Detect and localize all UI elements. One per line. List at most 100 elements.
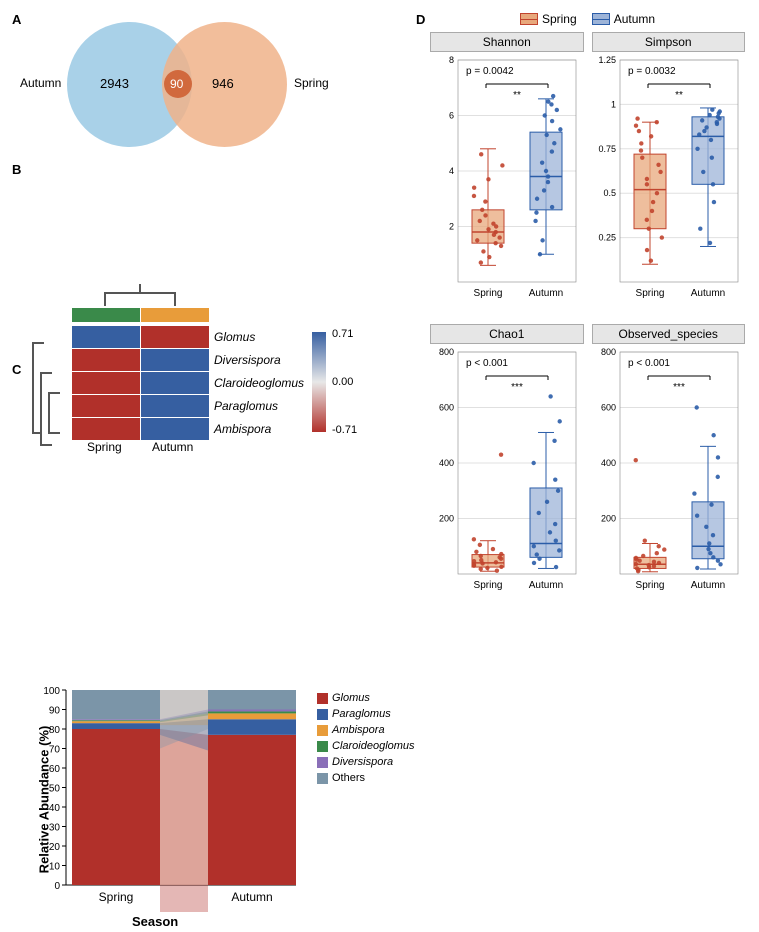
svg-text:1.25: 1.25 bbox=[598, 55, 616, 65]
heatmap-cell bbox=[141, 349, 209, 371]
legend-label: Others bbox=[332, 772, 365, 784]
legend-spring-swatch bbox=[520, 13, 538, 25]
svg-text:***: *** bbox=[673, 382, 685, 393]
venn-autumn-label: Autumn bbox=[20, 76, 61, 90]
legend-label: Paraglomus bbox=[332, 708, 391, 720]
svg-text:**: ** bbox=[675, 90, 683, 101]
svg-text:0.75: 0.75 bbox=[598, 144, 616, 154]
legend-swatch bbox=[317, 741, 328, 752]
heatmap-cell bbox=[72, 349, 140, 371]
boxplot-grid: Shannon2468p = 0.0042**SpringAutumnSimps… bbox=[430, 32, 745, 604]
heatmap-legend-gradient bbox=[312, 332, 326, 432]
legend-autumn: Autumn bbox=[592, 12, 655, 26]
boxplot-title: Simpson bbox=[592, 32, 746, 52]
heatmap-header-spring bbox=[72, 308, 140, 322]
svg-text:Autumn: Autumn bbox=[529, 580, 563, 591]
heatmap-cell bbox=[141, 372, 209, 394]
stack-legend-item: Glomus bbox=[317, 692, 370, 704]
panel-d-label: D bbox=[416, 12, 425, 27]
heatmap-cell bbox=[141, 418, 209, 440]
svg-text:Autumn: Autumn bbox=[690, 580, 724, 591]
stack-y-title: Relative Abundance (%) bbox=[37, 710, 52, 890]
svg-text:600: 600 bbox=[439, 403, 454, 413]
svg-text:**: ** bbox=[513, 90, 521, 101]
boxplot-svg: 0.250.50.7511.25p = 0.0032**SpringAutumn bbox=[592, 52, 742, 310]
legend-spring: Spring bbox=[520, 12, 577, 26]
legend-spring-label: Spring bbox=[542, 12, 577, 26]
boxplot-panel: Observed_species200400600800p < 0.001***… bbox=[592, 324, 746, 604]
legend-autumn-label: Autumn bbox=[614, 12, 655, 26]
legend-label: Claroideoglomus bbox=[332, 740, 415, 752]
svg-text:Spring: Spring bbox=[99, 890, 134, 904]
stack-legend-item: Diversispora bbox=[317, 756, 393, 768]
heatmap-cell bbox=[72, 326, 140, 348]
venn-autumn-count: 2943 bbox=[100, 76, 129, 91]
svg-text:p < 0.001: p < 0.001 bbox=[466, 358, 508, 369]
svg-text:0: 0 bbox=[54, 881, 60, 892]
legend-label: Glomus bbox=[332, 692, 370, 704]
boxplot-title: Observed_species bbox=[592, 324, 746, 344]
svg-text:Autumn: Autumn bbox=[529, 288, 563, 299]
heatmap-legend-min: -0.71 bbox=[332, 424, 357, 436]
svg-text:Spring: Spring bbox=[474, 288, 503, 299]
boxplot-svg: 200400600800p < 0.001***SpringAutumn bbox=[592, 344, 742, 602]
svg-text:p < 0.001: p < 0.001 bbox=[628, 358, 670, 369]
boxplot-panel: Simpson 0.25 0.5 0.75 1 1.25 p = 0.0032 ** Sprin… bbox=[592, 32, 746, 312]
heatmap-legend-max: 0.71 bbox=[332, 328, 353, 340]
legend-swatch bbox=[317, 757, 328, 768]
dendro-col bbox=[104, 292, 176, 294]
panel-c-label: C bbox=[12, 362, 21, 377]
heatmap: Spring Autumn GlomusDiversisporaClaroide… bbox=[12, 292, 412, 472]
heatmap-legend-mid: 0.00 bbox=[332, 376, 353, 388]
stack-x-title: Season bbox=[132, 914, 178, 929]
heatmap-x-autumn: Autumn bbox=[152, 440, 193, 454]
boxplot-area: Spring Autumn Shannon2468p = 0.0042**Spr… bbox=[430, 12, 745, 604]
heatmap-row-label: Glomus bbox=[214, 330, 255, 344]
boxplot-title: Chao1 bbox=[430, 324, 584, 344]
heatmap-cell bbox=[72, 372, 140, 394]
venn-overlap-count: 90 bbox=[170, 77, 183, 91]
legend-label: Ambispora bbox=[332, 724, 385, 736]
svg-text:1: 1 bbox=[610, 99, 615, 109]
legend-label: Diversispora bbox=[332, 756, 393, 768]
stack-legend-item: Claroideoglomus bbox=[317, 740, 415, 752]
venn-spring-label: Spring bbox=[294, 76, 329, 90]
boxplot-legend: Spring Autumn bbox=[430, 12, 745, 28]
svg-text:800: 800 bbox=[600, 347, 615, 357]
svg-text:Spring: Spring bbox=[635, 288, 664, 299]
stack-legend-item: Paraglomus bbox=[317, 708, 391, 720]
boxplot-svg: 2468p = 0.0042**SpringAutumn bbox=[430, 52, 580, 310]
svg-text:0.25: 0.25 bbox=[598, 233, 616, 243]
svg-text:600: 600 bbox=[600, 403, 615, 413]
legend-swatch bbox=[317, 693, 328, 704]
boxplot-panel: Shannon2468p = 0.0042**SpringAutumn bbox=[430, 32, 584, 312]
boxplot-panel: Chao1 200 400 600 800 p < 0.001 *** Spring Autum… bbox=[430, 324, 584, 604]
heatmap-cell bbox=[72, 395, 140, 417]
svg-text:p = 0.0032: p = 0.0032 bbox=[628, 66, 676, 77]
stacked-bar-chart: 0102030405060708090100SpringAutumn Relat… bbox=[12, 672, 412, 932]
heatmap-cell bbox=[141, 395, 209, 417]
legend-swatch bbox=[317, 709, 328, 720]
svg-text:4: 4 bbox=[449, 166, 454, 176]
heatmap-row-label: Claroideoglomus bbox=[214, 376, 304, 390]
heatmap-row-label: Diversispora bbox=[214, 353, 281, 367]
boxplot-title: Shannon bbox=[430, 32, 584, 52]
svg-text:100: 100 bbox=[43, 686, 60, 697]
svg-text:400: 400 bbox=[439, 458, 454, 468]
svg-text:***: *** bbox=[511, 382, 523, 393]
svg-text:0.5: 0.5 bbox=[603, 188, 616, 198]
heatmap-cell bbox=[72, 418, 140, 440]
stack-legend-item: Others bbox=[317, 772, 365, 784]
svg-text:800: 800 bbox=[439, 347, 454, 357]
svg-text:8: 8 bbox=[449, 55, 454, 65]
legend-swatch bbox=[317, 725, 328, 736]
venn-diagram: Autumn 2943 90 946 Spring bbox=[12, 12, 412, 142]
boxplot-svg: 200 400 600 800 p < 0.001 *** Spring Autumn bbox=[430, 344, 580, 602]
stack-legend-item: Ambispora bbox=[317, 724, 385, 736]
svg-text:200: 200 bbox=[439, 514, 454, 524]
legend-swatch bbox=[317, 773, 328, 784]
svg-text:Spring: Spring bbox=[474, 580, 503, 591]
svg-text:400: 400 bbox=[600, 458, 615, 468]
svg-text:p = 0.0042: p = 0.0042 bbox=[466, 66, 514, 77]
svg-text:2: 2 bbox=[449, 222, 454, 232]
